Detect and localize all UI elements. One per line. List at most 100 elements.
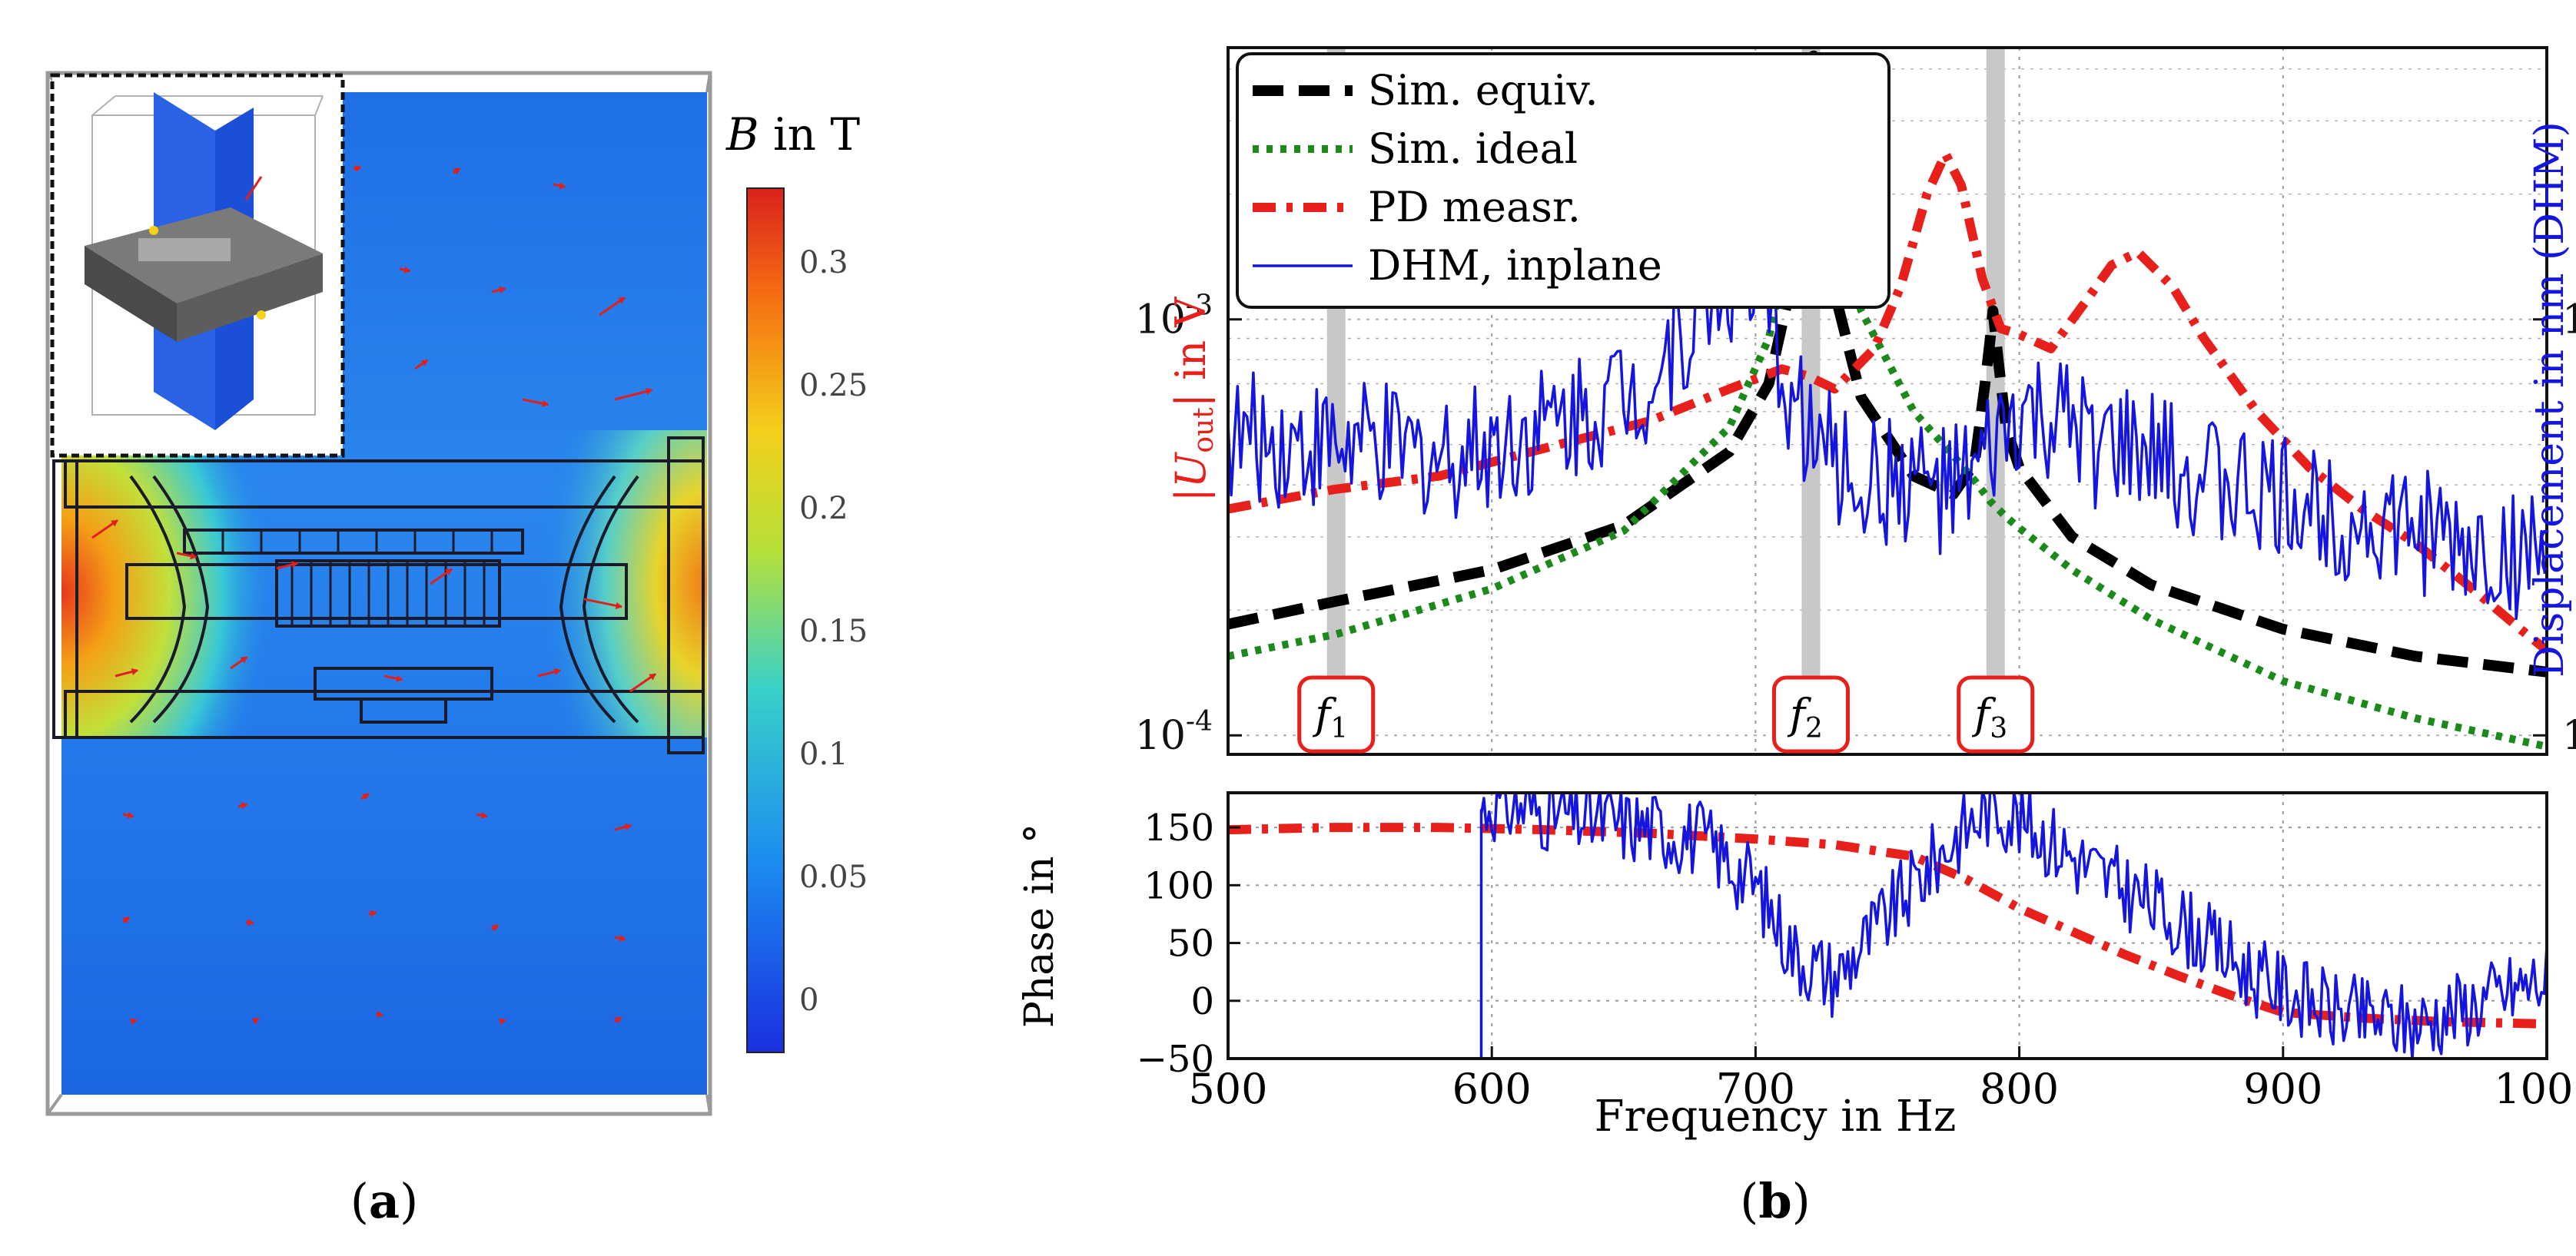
field-arrow-head (396, 674, 403, 682)
phase-y-label: Phase in ° (1017, 824, 1063, 1028)
series-dhm-inplane (1228, 223, 2547, 621)
y-tick-label: 101 (2562, 706, 2576, 759)
x-tick-label: 600 (1452, 1065, 1532, 1113)
resonance-labels: f1 f2 f3 (1297, 675, 2035, 754)
phase-tick-label: 100 (1144, 864, 1214, 907)
y-tick-label: 10-4 (1135, 706, 1213, 759)
colorbar-tick: 0.3 (799, 245, 848, 280)
colorbar-tick: 0.15 (799, 614, 868, 649)
field-arrow-head (646, 387, 653, 396)
field-arrow-head (111, 519, 118, 527)
y-axis-label-right: Displacement in nm (DHM) (2527, 121, 2573, 678)
field-arrow (583, 598, 622, 608)
field-arrow-head (131, 668, 139, 675)
legend-label: Sim. equiv. (1368, 66, 1598, 114)
legend-label: Sim. ideal (1368, 124, 1578, 173)
field-arrow-head (542, 399, 549, 407)
series-pd-measr- (1228, 149, 2547, 655)
device-outline (52, 436, 705, 754)
field-arrow-head (615, 601, 623, 610)
magnitude-series (1228, 50, 2547, 751)
x-tick-label: 800 (1980, 1065, 2059, 1113)
x-axis-label: Frequency in Hz (1595, 1092, 1957, 1142)
resonance-label-box (1771, 675, 1850, 754)
field-arrow-head (241, 802, 248, 810)
legend-label: PD measr. (1368, 183, 1581, 231)
field-arrow-head (491, 924, 500, 932)
colorbar: B in T 0.3 0.25 0.2 0.15 0.1 0.05 0 (725, 108, 868, 1053)
field-arrow-head (370, 910, 377, 917)
phase-tick-label: 50 (1167, 923, 1214, 966)
series-sim-ideal (1228, 51, 2547, 751)
simulation-domain-box (45, 71, 712, 1116)
field-arrow-head (376, 1010, 383, 1018)
bottom-axes-frame (1227, 791, 2548, 1060)
x-tick-labels: 500 600 700 800 900 1000 (1188, 1046, 2576, 1113)
phase-plot: 150 100 50 0 −50 Phase in ° (1017, 791, 2548, 1081)
caption-a: (a) (350, 1173, 419, 1229)
phase-tick-label: 0 (1190, 980, 1214, 1023)
inset-3d-view (50, 73, 345, 458)
caption-b: (b) (1740, 1173, 1811, 1229)
magnetic-field-simulation: B in T 0.3 0.25 0.2 0.15 0.1 0.05 0 (a) (45, 71, 868, 1229)
colorbar-tick: 0 (799, 983, 818, 1018)
field-arrow-head (453, 167, 461, 175)
field-arrow-head (445, 568, 453, 575)
colorbar-tick: 0.2 (799, 491, 848, 526)
field-arrow-head (498, 286, 506, 293)
phase-tick-label: −50 (1137, 1038, 1214, 1081)
field-arrow-head (420, 360, 429, 366)
field-arrow-head (480, 811, 488, 819)
colorbar-tick: 0.05 (799, 860, 868, 895)
panel-a: B in T 0.3 0.25 0.2 0.15 0.1 0.05 0 (a) (0, 0, 961, 1253)
resonance-label: f2 (1787, 690, 1823, 744)
field-arrow-head (122, 916, 131, 924)
field-arrow-head (251, 1017, 260, 1025)
phase-series-dhm-inplane (1479, 793, 2547, 1059)
field-arrow-head (362, 793, 370, 800)
field-arrow-head (403, 266, 411, 273)
bottom-ticks: 150 100 50 0 −50 (1137, 807, 1240, 1081)
y-tick-label: 10-3 (1135, 290, 1213, 343)
x-tick-label: 700 (1716, 1065, 1795, 1113)
top-ticks: 10-3 10-4 102 101 (1135, 290, 2576, 760)
field-arrow-head (130, 1018, 138, 1026)
y-tick-label: 102 (2562, 290, 2576, 343)
colorbar-tick: 0.1 (799, 737, 848, 772)
field-arrow-head (127, 811, 134, 819)
field-arrow-head (190, 552, 198, 560)
phase-series (1228, 793, 2547, 1059)
field-arrow-head (559, 182, 566, 190)
top-axes-frame (1227, 46, 2548, 756)
field-arrows (91, 147, 656, 1026)
field-arrow (614, 389, 652, 401)
x-tick-label: 500 (1188, 1065, 1267, 1113)
resonance-label-box (1297, 675, 1376, 754)
field-arrow-head (354, 164, 362, 172)
legend-label: DHM, inplane (1368, 241, 1662, 290)
field-arrow-head (499, 1018, 506, 1026)
field-arrow-head (247, 918, 254, 926)
x-tick-label: 900 (2243, 1065, 2322, 1113)
legend: Sim. equiv. Sim. ideal PD measr. DHM, inpla… (1236, 52, 1891, 309)
colorbar-tick: 0.25 (799, 368, 868, 403)
field-arrow-head (619, 934, 626, 942)
phase-tick-label: 150 (1144, 807, 1214, 850)
phase-series-pd-measr- (1228, 823, 2547, 1029)
field-arrow-head (290, 561, 299, 568)
series-sim-equiv- (1228, 50, 2547, 678)
y-axis-label-left: |Uout| in V (1167, 297, 1220, 502)
colorbar-title: B in T (725, 108, 860, 161)
field-arrow-head (649, 673, 656, 681)
comb-fingers (221, 530, 493, 626)
field-arrow-head (624, 823, 632, 830)
field-arrow-head (553, 668, 562, 675)
resonance-label-box (1957, 675, 2035, 754)
x-tick-label: 1000 (2494, 1065, 2576, 1113)
field-arrow-head (614, 1016, 622, 1024)
field-arrow-head (240, 656, 248, 664)
field-arrow-head (618, 297, 626, 304)
